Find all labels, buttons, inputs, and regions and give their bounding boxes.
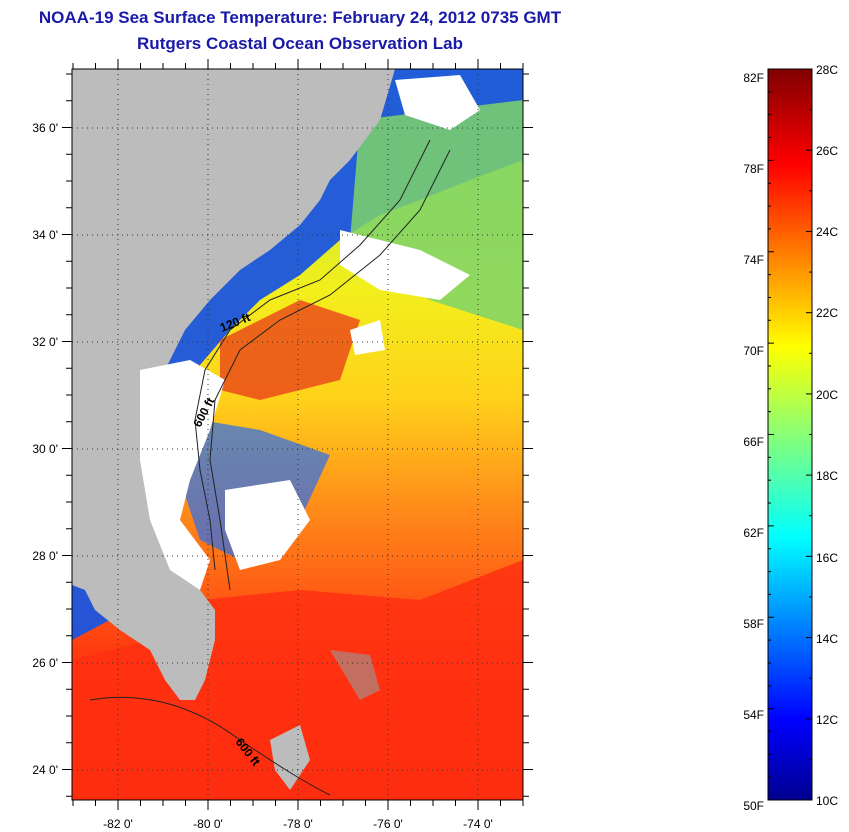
c-label: 22C <box>816 306 838 320</box>
colorbar <box>768 69 812 800</box>
map-ticks <box>62 59 533 810</box>
map-title: NOAA-19 Sea Surface Temperature: Februar… <box>38 8 562 27</box>
f-label: 58F <box>743 617 764 631</box>
f-label: 78F <box>743 162 764 176</box>
f-label: 66F <box>743 435 764 449</box>
gridlines <box>72 69 523 800</box>
map-area: 120 ft 600 ft 600 ft <box>72 69 523 800</box>
cloud-offshore <box>225 480 310 570</box>
y-tick-label: 36 0' <box>32 121 58 135</box>
f-label: 50F <box>743 799 764 813</box>
y-tick-label: 34 0' <box>32 228 58 242</box>
x-tick-labels: -82 0' -80 0' -78 0' -76 0' -74 0' <box>103 817 493 831</box>
cloud-north <box>340 230 470 300</box>
x-tick-label: -78 0' <box>283 817 313 831</box>
f-label: 70F <box>743 344 764 358</box>
celsius-labels: 28C 26C 24C 22C 20C 18C 16C 14C 12C 10C <box>816 63 838 808</box>
f-label: 82F <box>743 71 764 85</box>
y-tick-labels: 36 0' 34 0' 32 0' 30 0' 28 0' 26 0' 24 0… <box>32 121 58 777</box>
island-andros <box>270 725 310 790</box>
c-label: 20C <box>816 388 838 402</box>
us-mainland <box>72 69 395 700</box>
f-label: 54F <box>743 708 764 722</box>
c-label: 18C <box>816 469 838 483</box>
x-tick-label: -80 0' <box>193 817 223 831</box>
y-tick-label: 32 0' <box>32 335 58 349</box>
c-label: 12C <box>816 713 838 727</box>
c-label: 28C <box>816 63 838 77</box>
cloud-patch <box>350 320 385 355</box>
y-tick-label: 24 0' <box>32 763 58 777</box>
c-label: 14C <box>816 632 838 646</box>
fahrenheit-labels: 82F 78F 74F 70F 66F 62F 58F 54F 50F <box>743 71 764 813</box>
warm-filament <box>220 300 360 400</box>
contour-600ft-south <box>89 696 331 796</box>
f-label: 62F <box>743 526 764 540</box>
y-tick-label: 26 0' <box>32 656 58 670</box>
x-tick-label: -76 0' <box>373 817 403 831</box>
c-label: 26C <box>816 144 838 158</box>
c-label: 10C <box>816 794 838 808</box>
contour-600ft <box>209 149 451 591</box>
c-label: 16C <box>816 551 838 565</box>
y-tick-label: 30 0' <box>32 442 58 456</box>
cloud-coastal <box>140 360 225 590</box>
c-label: 24C <box>816 225 838 239</box>
x-tick-label: -82 0' <box>103 817 133 831</box>
x-tick-label: -74 0' <box>463 817 493 831</box>
colorbar-ticks <box>768 68 812 801</box>
f-label: 74F <box>743 253 764 267</box>
cloud-ne <box>395 75 480 130</box>
contour-120ft <box>194 139 431 571</box>
y-tick-label: 28 0' <box>32 549 58 563</box>
map-subtitle: Rutgers Coastal Ocean Observation Lab <box>137 34 463 53</box>
